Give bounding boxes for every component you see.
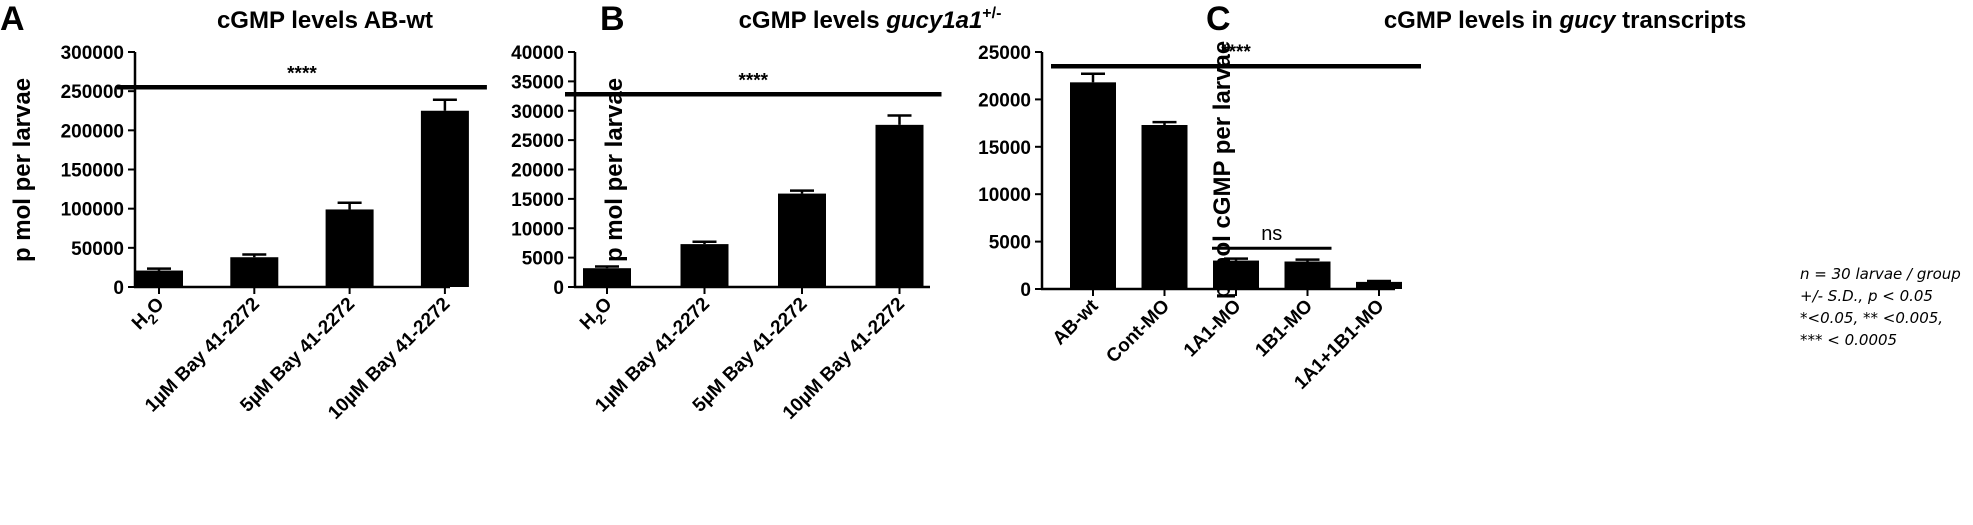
bar (875, 124, 924, 287)
y-tick-label: 25000 (511, 131, 564, 152)
y-axis-label-b: p mol per larvae (601, 78, 628, 262)
note-line: n = 30 larvae / group (1800, 265, 1961, 283)
x-tick-label: H2O (128, 294, 171, 337)
y-tick-label: 10000 (978, 185, 1031, 206)
note-line: +/- S.D., p < 0.05 (1800, 287, 1933, 305)
y-tick-label: 30000 (511, 102, 564, 123)
y-tick-label: 200000 (61, 121, 124, 142)
chart-title-b: cGMP levels gucy1a1+/- (739, 5, 1002, 34)
title-c-after: transcripts (1615, 7, 1746, 34)
bar (1356, 281, 1402, 289)
y-tick-label: 0 (1020, 280, 1031, 301)
y-tick-label: 150000 (61, 161, 124, 182)
y-tick-label: 25000 (978, 43, 1031, 64)
panel-b: B cGMP levels gucy1a1+/- p mol per larva… (511, 0, 1001, 424)
x-tick-label: Cont-MO (1102, 296, 1174, 368)
y-tick-label: 100000 (61, 200, 124, 221)
bar (680, 244, 729, 287)
x-tick-label: 1A1-MO (1180, 296, 1246, 362)
title-b-text: cGMP levels (739, 7, 887, 34)
y-tick-label: 50000 (71, 239, 124, 260)
panel-c: C cGMP levels in gucy transcripts p mol … (978, 0, 1746, 394)
y-tick-label: 0 (113, 278, 124, 299)
title-b-italic: gucy1a1 (885, 7, 982, 34)
y-tick-label: 0 (553, 278, 564, 299)
note-line: *** < 0.0005 (1800, 331, 1898, 349)
y-tick-label: 5000 (989, 233, 1031, 254)
panel-a: A cGMP levels AB-wt p mol per larvae 0 50… (0, 0, 487, 424)
panel-letter-b: B (600, 0, 625, 38)
title-c-before: cGMP levels in (1384, 7, 1560, 34)
x-tick-label: 1B1-MO (1251, 296, 1317, 362)
significance-label: **** (287, 63, 317, 84)
title-c-italic: gucy (1558, 7, 1617, 34)
y-tick-label: 250000 (61, 82, 124, 103)
bar (135, 270, 183, 287)
significance-label: **** (1221, 42, 1251, 63)
bar (420, 110, 469, 287)
y-tick-label: 10000 (511, 219, 564, 240)
bar (583, 268, 631, 287)
x-tick-label: H2O (576, 294, 619, 337)
bar (1284, 261, 1331, 289)
bar (325, 209, 374, 287)
bar (1141, 124, 1188, 289)
y-axis-label-a: p mol per larvae (9, 78, 36, 262)
panel-letter-a: A (0, 0, 25, 38)
bar (1070, 82, 1116, 289)
x-tick-label: AB-wt (1049, 295, 1103, 349)
chart-title-c: cGMP levels in gucy transcripts (1384, 7, 1746, 34)
y-tick-label: 5000 (522, 249, 564, 270)
note-line: *<0.05, ** <0.005, (1800, 309, 1944, 327)
y-tick-label: 15000 (978, 138, 1031, 159)
chart-title-a: cGMP levels AB-wt (217, 7, 433, 34)
y-tick-label: 20000 (978, 90, 1031, 111)
y-axis-label-c: p mol cGMP per larvae (1209, 41, 1236, 299)
bar (1213, 260, 1259, 289)
bar (230, 257, 279, 287)
significance-label: **** (738, 70, 768, 91)
y-tick-label: 15000 (511, 190, 564, 211)
y-tick-label: 35000 (511, 72, 564, 93)
significance-label: ns (1261, 223, 1282, 245)
y-tick-label: 40000 (511, 43, 564, 64)
y-tick-label: 20000 (511, 161, 564, 182)
title-b-superscript: +/- (982, 5, 1001, 22)
panel-letter-c: C (1206, 0, 1231, 38)
statistics-note: n = 30 larvae / group +/- S.D., p < 0.05… (1800, 263, 1961, 351)
bar (778, 193, 826, 287)
y-tick-label: 300000 (61, 43, 124, 64)
